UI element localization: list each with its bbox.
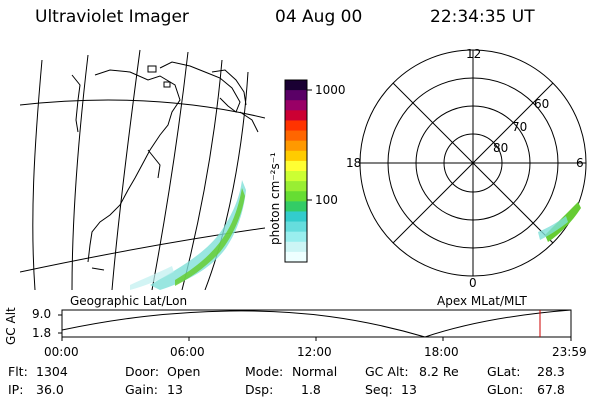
colorbar-segment xyxy=(285,211,307,223)
colorbar-tick-100: 100 xyxy=(315,193,338,207)
timeline-xtick-1200: 12:00 xyxy=(297,345,332,359)
colorbar-segment xyxy=(285,251,307,263)
mlt-label-18: 18 xyxy=(346,156,362,170)
apex-caption: Apex MLat/MLT xyxy=(437,294,527,308)
aurora-map xyxy=(130,180,246,290)
coastline xyxy=(71,74,81,133)
mlt-label-6: 6 xyxy=(576,156,584,170)
glon-value: 67.8 xyxy=(537,382,565,397)
colorbar-segment xyxy=(285,221,307,233)
geographic-caption: Geographic Lat/Lon xyxy=(70,294,188,308)
colorbar-segment xyxy=(285,140,307,152)
instrument-title: Ultraviolet Imager xyxy=(35,7,189,27)
colorbar-segment xyxy=(285,241,307,253)
aurora-polar xyxy=(538,202,581,242)
colorbar-unit-label: photon cm⁻²s⁻¹ xyxy=(268,152,282,245)
timeline-xtick-0600: 06:00 xyxy=(170,345,205,359)
coastline xyxy=(147,149,161,179)
colorbar-segment xyxy=(285,130,307,142)
mlat-label-60: 60 xyxy=(534,97,550,111)
polar-plot xyxy=(359,49,587,277)
dsp-value: 1.8 xyxy=(301,382,321,397)
coastline xyxy=(239,111,259,133)
colorbar-segment xyxy=(285,231,307,243)
coastline xyxy=(87,69,181,263)
date-label: 04 Aug 00 xyxy=(275,7,363,27)
colorbar-segment xyxy=(285,191,307,202)
glat-label: GLat: xyxy=(487,364,521,379)
seq-label: Seq: xyxy=(365,382,393,397)
meridian-line xyxy=(32,59,43,290)
colorbar-tick-1000: 1000 xyxy=(315,83,346,97)
timeline-ylabel: GC Alt xyxy=(4,307,18,345)
colorbar-segment xyxy=(285,160,307,172)
seq-value: 13 xyxy=(401,382,417,397)
island-outline xyxy=(147,65,157,73)
colorbar-segment xyxy=(285,150,307,162)
flt-value: 1304 xyxy=(36,364,68,379)
colorbar-segment xyxy=(285,201,307,212)
colorbar xyxy=(285,80,307,263)
meridian-line xyxy=(111,49,141,290)
mlt-label-0: 0 xyxy=(469,276,477,290)
timeline-xtick-1800: 18:00 xyxy=(424,345,459,359)
time-label: 22:34:35 UT xyxy=(430,7,535,27)
colorbar-segment xyxy=(285,110,307,121)
ip-value: 36.0 xyxy=(36,382,64,397)
flt-label: Flt: xyxy=(8,364,28,379)
mlat-label-70: 70 xyxy=(512,120,528,134)
mode-label: Mode: xyxy=(245,364,284,379)
mlat-label-80: 80 xyxy=(493,141,509,155)
colorbar-segment xyxy=(285,80,307,91)
gcalt-label: GC Alt: xyxy=(365,364,409,379)
meridian-line xyxy=(151,51,189,290)
colorbar-segment xyxy=(285,181,307,192)
colorbar-frame xyxy=(284,79,308,263)
door-value: Open xyxy=(167,364,201,379)
timeline-xtick-2359: 23:59 xyxy=(552,345,587,359)
colorbar-segment xyxy=(285,90,307,101)
altitude-curve xyxy=(61,309,572,338)
gain-label: Gain: xyxy=(125,382,158,397)
colorbar-segment xyxy=(285,120,307,132)
coastline xyxy=(211,69,247,106)
timeline-xtick-0000: 00:00 xyxy=(44,345,79,359)
glat-value: 28.3 xyxy=(537,364,565,379)
timeline-ytick-1-8: 1.8 xyxy=(32,326,52,340)
gcalt-value: 8.2 Re xyxy=(419,364,459,379)
timeline-ytick-9: 9.0 xyxy=(32,307,52,321)
mode-value: Normal xyxy=(292,364,338,379)
coastline xyxy=(91,267,105,271)
colorbar-segment xyxy=(285,171,307,182)
dsp-label: Dsp: xyxy=(245,382,274,397)
parallel-line xyxy=(20,99,265,119)
mlt-label-12: 12 xyxy=(466,47,482,61)
timeline-plot xyxy=(58,309,572,341)
island-outline xyxy=(163,81,171,88)
colorbar-segment xyxy=(285,100,307,111)
glon-label: GLon: xyxy=(487,382,524,397)
gain-value: 13 xyxy=(167,382,183,397)
ip-label: IP: xyxy=(8,382,24,397)
coastline xyxy=(159,61,241,113)
meridian-line xyxy=(71,54,89,290)
timeline-frame xyxy=(61,309,572,338)
geographic-map xyxy=(20,49,265,290)
door-label: Door: xyxy=(125,364,160,379)
polar-axis xyxy=(392,82,554,244)
